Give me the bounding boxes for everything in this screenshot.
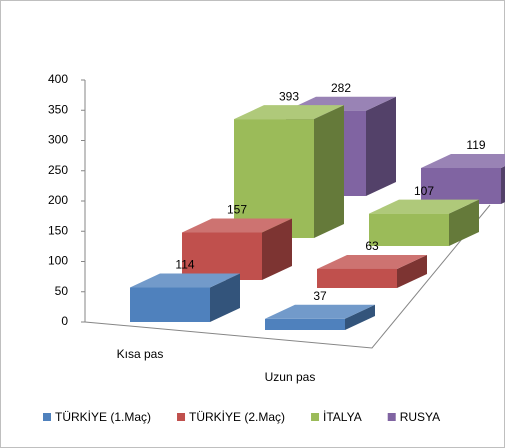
legend-label: RUSYA bbox=[400, 410, 440, 424]
bar-front bbox=[182, 232, 262, 280]
y-tick-label: 350 bbox=[48, 102, 68, 116]
data-label: 37 bbox=[313, 289, 327, 303]
bar-front bbox=[265, 318, 345, 330]
y-tick-label: 50 bbox=[55, 284, 69, 298]
legend-label: TÜRKİYE (1.Maç) bbox=[55, 410, 151, 424]
x-tick-label: Kısa pas bbox=[117, 347, 164, 361]
bar-side bbox=[501, 166, 505, 204]
bar-side bbox=[449, 199, 479, 246]
bar-side bbox=[366, 96, 396, 196]
bar-side bbox=[345, 304, 375, 330]
bar bbox=[421, 154, 505, 204]
bar-front bbox=[421, 168, 501, 204]
bar-side bbox=[262, 218, 292, 280]
bar-top bbox=[234, 105, 344, 120]
x-tick-label: Uzun pas bbox=[265, 370, 316, 384]
bar bbox=[234, 105, 344, 239]
y-tick-label: 150 bbox=[48, 223, 68, 237]
y-tick-label: 100 bbox=[48, 254, 68, 268]
bar-top bbox=[182, 218, 292, 233]
legend-swatch bbox=[177, 413, 186, 421]
data-label: 114 bbox=[175, 258, 194, 272]
bar-side bbox=[210, 273, 240, 322]
bar bbox=[182, 218, 292, 280]
legend-swatch bbox=[43, 413, 51, 421]
floor-edge bbox=[84, 204, 491, 349]
data-label: 107 bbox=[414, 184, 434, 198]
bar-front bbox=[369, 213, 449, 246]
bar-top bbox=[421, 154, 505, 169]
bar-top bbox=[130, 273, 240, 288]
data-label: 119 bbox=[466, 138, 485, 152]
bar bbox=[317, 254, 427, 288]
y-tick-label: 0 bbox=[61, 314, 68, 328]
bar-front bbox=[234, 119, 314, 238]
legend-label: TÜRKİYE (2.Maç) bbox=[189, 410, 285, 424]
bar-side bbox=[397, 254, 427, 288]
legend-swatch bbox=[387, 413, 396, 421]
bar bbox=[265, 304, 375, 330]
bar bbox=[369, 199, 479, 246]
y-tick-label: 300 bbox=[48, 133, 68, 147]
y-tick-label: 200 bbox=[48, 193, 68, 207]
data-label: 157 bbox=[227, 203, 247, 217]
y-tick-label: 250 bbox=[48, 163, 68, 177]
bar-top bbox=[317, 254, 427, 269]
data-label: 393 bbox=[279, 89, 299, 103]
y-tick-label: 400 bbox=[48, 72, 68, 86]
bar-top bbox=[265, 304, 375, 319]
bar-top bbox=[369, 199, 479, 214]
legend-label: İTALYA bbox=[323, 410, 362, 424]
bar-side bbox=[314, 105, 344, 239]
data-label: 63 bbox=[365, 239, 379, 253]
bar-front bbox=[130, 287, 210, 322]
bar bbox=[130, 273, 240, 322]
bar-front bbox=[317, 268, 397, 288]
legend-swatch bbox=[311, 413, 320, 421]
data-label: 282 bbox=[331, 81, 351, 95]
